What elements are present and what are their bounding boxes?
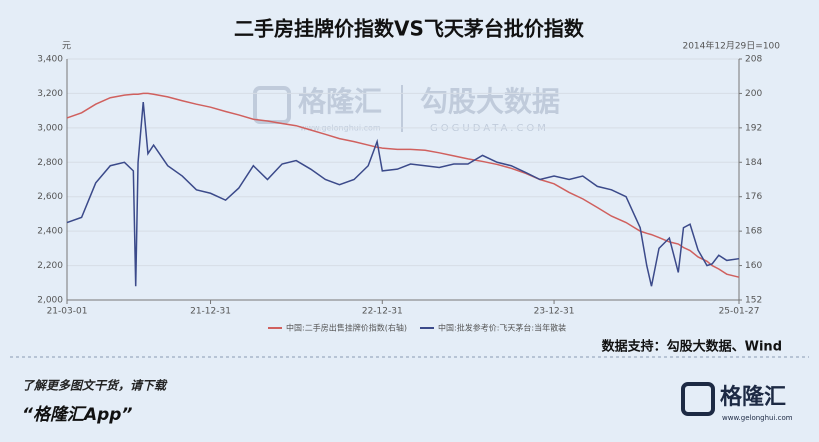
chart-title: 二手房挂牌价指数VS飞天茅台批价指数 [234,17,585,41]
source-note: 数据支持：勾股大数据、Wind [602,339,782,355]
legend-label: 中国:批发参考价:飞天茅台:当年散装 [438,323,566,333]
logo-url: www.gelonghui.com [722,414,793,422]
y2-tick-label: 152 [745,296,762,306]
logo-text: 格隆汇 [720,384,786,410]
watermark-partner-url: GOGUDATA.COM [430,123,549,134]
watermark-partner: 勾股大数据 [420,85,560,118]
y2-tick-label: 200 [745,89,762,99]
y2-tick-label: 192 [745,123,762,133]
y-tick-label: 2,200 [37,261,63,271]
x-tick-label: 25-01-27 [719,307,760,317]
footer-prompt: 了解更多图文干货，请下载 [22,379,168,393]
watermark-brand: 格隆汇 [298,85,382,118]
footer-app: “格隆汇App” [22,405,132,425]
y-tick-label: 2,400 [37,227,63,237]
x-tick-label: 22-12-31 [362,307,403,317]
series-line [66,92,740,278]
y2-tick-label: 208 [745,55,762,65]
legend-label: 中国:二手房出售挂牌价指数(右轴) [286,323,407,333]
logo-icon [681,382,715,416]
y-tick-label: 2,800 [37,158,63,168]
y2-tick-label: 168 [745,227,762,237]
x-tick-label: 23-12-31 [534,307,575,317]
x-tick-label: 21-12-31 [190,307,231,317]
y2-tick-label: 184 [745,158,762,168]
x-tick-label: 21-03-01 [47,307,88,317]
y-tick-label: 2,600 [37,192,63,202]
series-line [66,101,740,287]
y-tick-label: 3,000 [37,123,63,133]
y-tick-label: 2,000 [37,296,63,306]
y-tick-label: 3,400 [37,55,63,65]
y2-tick-label: 176 [745,192,762,202]
y-tick-label: 3,200 [37,89,63,99]
y-axis-label: 元 [62,42,71,52]
y2-axis-label: 2014年12月29日=100 [682,40,780,52]
y2-tick-label: 160 [745,261,762,271]
